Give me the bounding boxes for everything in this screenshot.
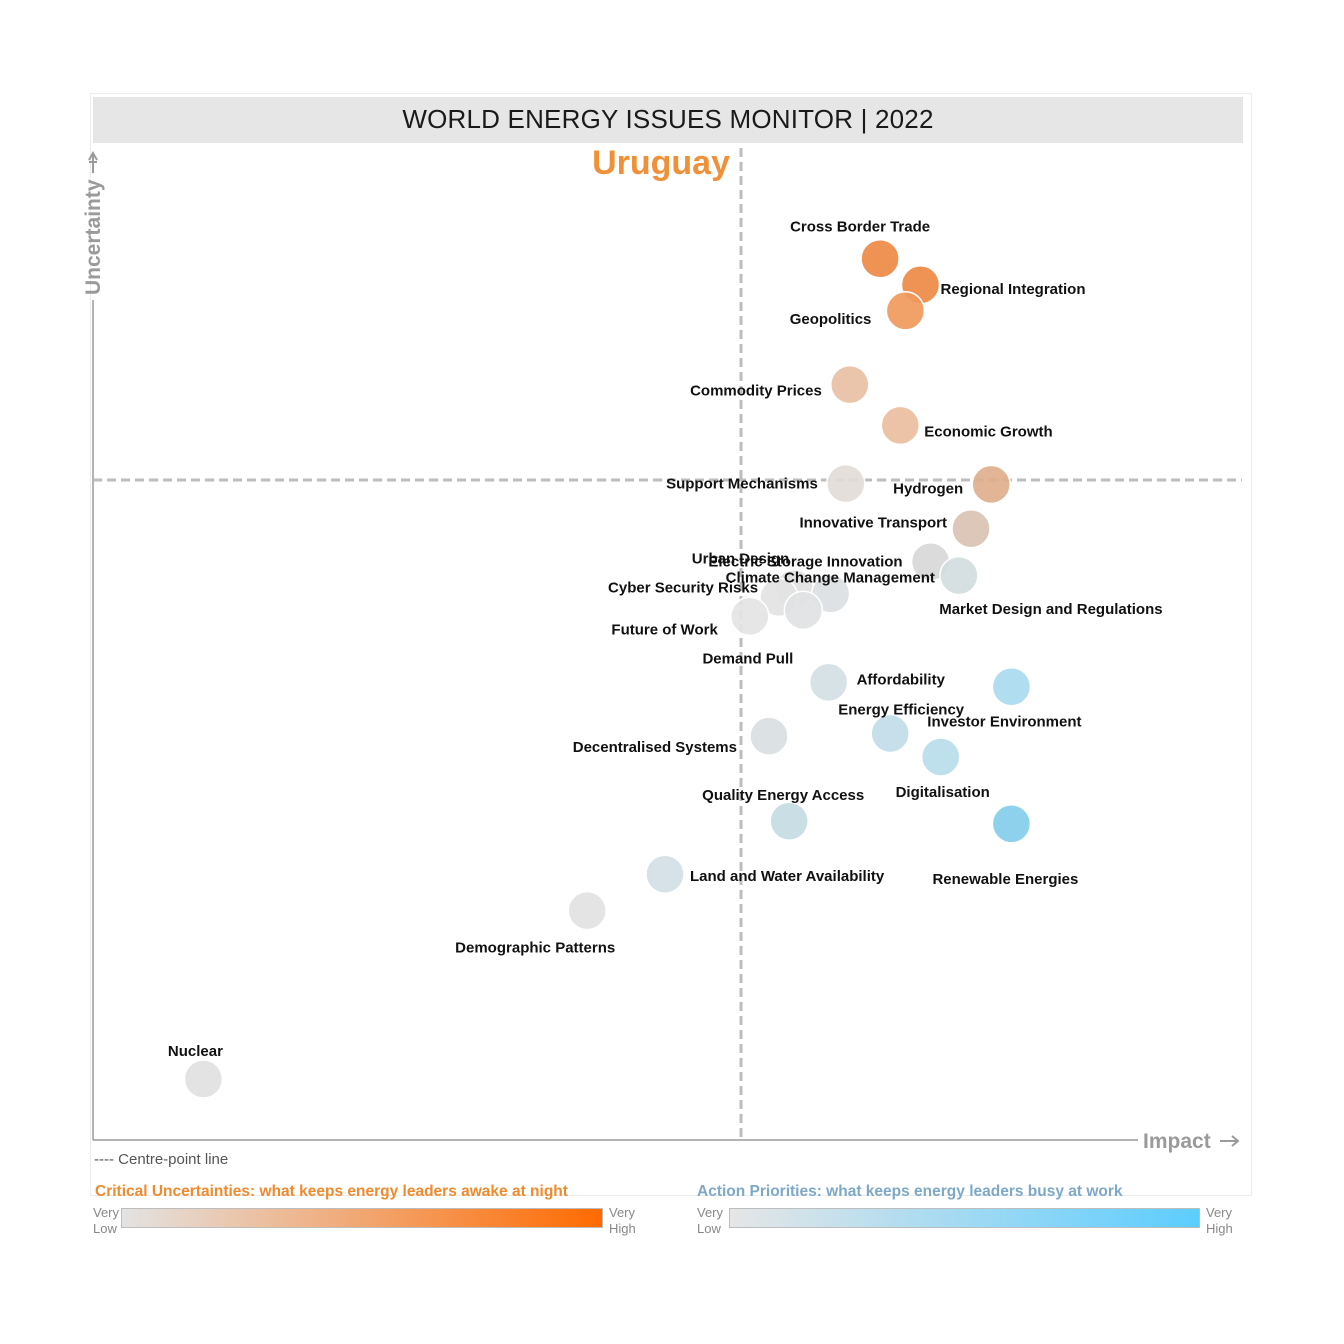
bubble-digitalisation[interactable] [920, 737, 961, 777]
bubble-innovative-transport[interactable] [951, 508, 991, 549]
label-support-mechanisms: Support Mechanisms [666, 476, 818, 493]
label-investor-environment: Investor Environment [927, 714, 1081, 731]
label-future-of-work: Future of Work [611, 621, 718, 638]
bubble-economic-growth[interactable] [880, 405, 921, 446]
centre-point-note: ---- Centre-point line [94, 1151, 229, 1168]
label-climate-change-management: Climate Change Management [726, 570, 935, 587]
bubbles [183, 238, 1032, 1099]
bubble-quality-energy-access[interactable] [769, 801, 809, 841]
bubble-investor-environment[interactable] [991, 666, 1032, 707]
label-renewable-energies: Renewable Energies [932, 871, 1078, 888]
label-commodity-prices: Commodity Prices [690, 383, 822, 400]
label-demand-pull: Demand Pull [702, 650, 793, 667]
label-affordability: Affordability [857, 671, 946, 688]
label-decentralised-systems: Decentralised Systems [573, 739, 737, 756]
label-urban-design: Urban Design [692, 551, 790, 568]
bubble-geopolitics[interactable] [885, 291, 926, 331]
label-quality-energy-access: Quality Energy Access [702, 787, 864, 804]
bubble-labels: Cross Border Trade Regional Integration Ge… [168, 219, 1163, 1060]
x-axis-label: Impact [1143, 1130, 1211, 1153]
bubble-support-mechanisms[interactable] [826, 463, 866, 504]
uncertainty-legend-high: Very High [609, 1205, 636, 1236]
action-legend-title: Action Priorities: what keeps energy lea… [697, 1183, 1123, 1200]
label-hydrogen: Hydrogen [893, 480, 963, 497]
uncertainty-gradient-bar [121, 1208, 603, 1228]
label-market-design-and-regulations: Market Design and Regulations [939, 601, 1162, 618]
y-axis-arrow-icon [88, 150, 98, 173]
bubble-cross-border-trade[interactable] [860, 238, 900, 279]
label-cyber-security-risks: Cyber Security Risks [608, 579, 758, 596]
action-legend-low: Very Low [697, 1205, 724, 1236]
bubble-climate-change-management[interactable] [939, 555, 979, 596]
y-axis-label: Uncertainty [82, 179, 105, 295]
label-electric-storage-innovation: Electric Storage Innovation [708, 554, 902, 571]
label-digitalisation: Digitalisation [896, 784, 990, 801]
bubble-renewable-energies[interactable] [991, 804, 1032, 844]
bubble-future-of-work[interactable] [730, 596, 770, 637]
label-innovative-transport: Innovative Transport [799, 515, 947, 532]
bubble-nuclear[interactable] [183, 1059, 224, 1099]
bubble-affordability[interactable] [808, 662, 849, 703]
action-gradient-bar [729, 1208, 1200, 1228]
bubble-land-and-water-availability[interactable] [645, 854, 685, 894]
label-demographic-patterns: Demographic Patterns [455, 940, 615, 957]
bubble-demand-pull[interactable] [783, 590, 824, 631]
label-economic-growth: Economic Growth [924, 423, 1052, 440]
uncertainty-legend-low: Very Low [93, 1205, 120, 1236]
label-regional-integration: Regional Integration [941, 281, 1086, 298]
bubble-demographic-patterns[interactable] [567, 890, 607, 931]
x-axis-arrow-icon [1220, 1135, 1240, 1147]
centre-point-lines [93, 148, 1242, 1140]
chart-title: WORLD ENERGY ISSUES MONITOR | 2022 [402, 104, 934, 134]
bubble-hydrogen[interactable] [971, 464, 1011, 505]
country-name: Uruguay [592, 144, 730, 182]
label-energy-efficiency: Energy Efficiency [838, 702, 965, 719]
bubble-commodity-prices[interactable] [830, 364, 870, 405]
label-geopolitics: Geopolitics [790, 311, 872, 328]
action-legend-high: Very High [1206, 1205, 1233, 1236]
label-cross-border-trade: Cross Border Trade [790, 219, 930, 236]
axes: Uncertainty Impact [82, 150, 1240, 1153]
label-land-and-water-availability: Land and Water Availability [690, 868, 885, 885]
label-nuclear: Nuclear [168, 1043, 223, 1060]
chart-frame [90, 93, 1252, 1196]
bubble-decentralised-systems[interactable] [749, 716, 789, 756]
uncertainty-legend-title: Critical Uncertainties: what keeps energ… [95, 1183, 568, 1200]
bubble-energy-efficiency[interactable] [870, 713, 910, 754]
title-bar: WORLD ENERGY ISSUES MONITOR | 2022 [93, 97, 1243, 143]
